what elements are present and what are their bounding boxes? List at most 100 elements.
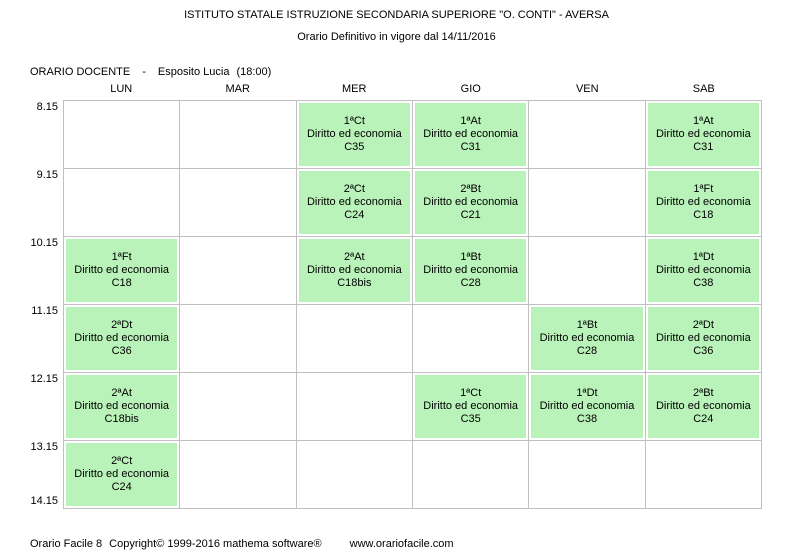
lesson-subject: Diritto ed economia [655, 128, 751, 140]
lesson-room: C18 [693, 209, 714, 221]
lesson-block: 1ªBt Diritto ed economia C28 [531, 307, 643, 370]
lesson-subject: Diritto ed economia [539, 400, 635, 412]
day-headers-row: LUN MAR MER GIO VEN SAB [63, 83, 762, 95]
lesson-block: 2ªAt Diritto ed economia C18bis [298, 239, 410, 302]
lesson-block: 1ªDt Diritto ed economia C38 [531, 375, 643, 438]
lesson-room: C36 [693, 345, 714, 357]
timetable-cell [413, 305, 530, 373]
timetable-cell: 1ªCt Diritto ed economia C35 [296, 101, 413, 169]
lesson-subject: Diritto ed economia [655, 264, 751, 276]
orario-docente-label: ORARIO DOCENTE [30, 66, 131, 78]
timetable-cell [180, 305, 297, 373]
lesson-class-name: 1ªCt [343, 115, 365, 127]
teacher-line: ORARIO DOCENTE - Esposito Lucia (18:00) [30, 66, 271, 78]
lesson-room: C21 [460, 209, 481, 221]
lesson-subject: Diritto ed economia [74, 468, 170, 480]
day-header-lun: LUN [110, 83, 133, 95]
timetable-cell: 2ªDt Diritto ed economia C36 [645, 305, 762, 373]
lesson-room: C35 [344, 141, 365, 153]
lesson-subject: Diritto ed economia [74, 264, 170, 276]
footer-copyright: Copyright© 1999-2016 mathema software® [109, 538, 322, 550]
footer: Orario Facile 8 Copyright© 1999-2016 math… [30, 538, 454, 550]
teacher-name: Esposito Lucia [157, 66, 230, 78]
lesson-class-name: 1ªFt [111, 251, 132, 263]
timetable-cell [296, 373, 413, 441]
lesson-subject: Diritto ed economia [306, 196, 402, 208]
day-header-sab: SAB [692, 83, 715, 95]
lesson-room: C38 [693, 277, 714, 289]
lesson-class-name: 2ªDt [111, 319, 133, 331]
lesson-room: C24 [693, 413, 714, 425]
timetable-cell: 2ªDt Diritto ed economia C36 [64, 305, 181, 373]
lesson-class-name: 2ªAt [111, 387, 132, 399]
timetable-cell [529, 169, 646, 237]
lesson-block: 2ªBt Diritto ed economia C24 [647, 375, 759, 438]
timetable-cell: 1ªCt Diritto ed economia C35 [413, 373, 530, 441]
lesson-class-name: 1ªFt [693, 183, 714, 195]
lesson-class-name: 2ªCt [111, 455, 133, 467]
schedule-subtitle: Orario Definitivo in vigore dal 14/11/20… [297, 31, 496, 43]
timetable-cell [296, 441, 413, 509]
separator-dash: - [142, 66, 146, 78]
lesson-room: C31 [460, 141, 481, 153]
lesson-block: 1ªDt Diritto ed economia C38 [647, 239, 759, 302]
lesson-room: C28 [576, 345, 598, 357]
timetable-cell [529, 237, 646, 305]
timetable-cell [64, 101, 181, 169]
time-label: 14.15 [30, 495, 58, 507]
lesson-block: 2ªCt Diritto ed economia C24 [66, 443, 178, 506]
lesson-subject: Diritto ed economia [655, 196, 751, 208]
lesson-class-name: 1ªBt [576, 319, 598, 331]
timetable-cell [180, 441, 297, 509]
lesson-room: C36 [111, 345, 132, 357]
lesson-block: 1ªFt Diritto ed economia C18 [66, 239, 178, 302]
timetable-cell: 2ªBt Diritto ed economia C24 [645, 373, 762, 441]
footer-website-url: www.orariofacile.com [349, 538, 454, 550]
timetable-cell: 1ªAt Diritto ed economia C31 [413, 101, 530, 169]
time-label: 11.15 [31, 305, 58, 317]
day-header-gio: GIO [460, 83, 481, 95]
lesson-subject: Diritto ed economia [74, 332, 170, 344]
lesson-block: 1ªBt Diritto ed economia C28 [415, 239, 527, 302]
lesson-block: 1ªAt Diritto ed economia C31 [415, 103, 527, 166]
lesson-room: C18 [111, 277, 132, 289]
timetable-cell [180, 169, 297, 237]
lesson-class-name: 2ªBt [460, 183, 481, 195]
lesson-class-name: 1ªDt [692, 251, 714, 263]
lesson-class-name: 1ªBt [460, 251, 481, 263]
time-label: 10.15 [30, 237, 58, 249]
day-header-mar: MAR [225, 83, 250, 95]
lesson-subject: Diritto ed economia [655, 332, 751, 344]
lesson-block: 2ªAt Diritto ed economia C18bis [66, 375, 178, 438]
lesson-class-name: 1ªAt [693, 115, 714, 127]
timetable-cell [296, 305, 413, 373]
lesson-room: C18bis [104, 413, 139, 425]
lesson-room: C24 [344, 209, 365, 221]
lesson-block: 2ªDt Diritto ed economia C36 [647, 307, 759, 370]
time-label: 8.15 [36, 101, 58, 113]
timetable-cell: 2ªCt Diritto ed economia C24 [64, 441, 181, 509]
timetable-cell: 2ªBt Diritto ed economia C21 [413, 169, 530, 237]
timetable-cell [413, 441, 530, 509]
time-label: 12.15 [30, 373, 58, 385]
timetable-cell [180, 237, 297, 305]
lesson-block: 2ªDt Diritto ed economia C36 [66, 307, 178, 370]
timetable-cell: 1ªBt Diritto ed economia C28 [529, 305, 646, 373]
timetable-cell: 2ªCt Diritto ed economia C24 [296, 169, 413, 237]
timetable-cell [645, 441, 762, 509]
timetable-cell [180, 373, 297, 441]
timetable-cell [529, 101, 646, 169]
lesson-subject: Diritto ed economia [423, 128, 519, 140]
timetable-cell: 1ªDt Diritto ed economia C38 [529, 373, 646, 441]
lesson-room: C18bis [337, 277, 372, 289]
lesson-subject: Diritto ed economia [74, 400, 170, 412]
lesson-class-name: 1ªDt [576, 387, 598, 399]
timetable-cell [64, 169, 181, 237]
lesson-room: C31 [693, 141, 714, 153]
timetable-cell: 1ªFt Diritto ed economia C18 [645, 169, 762, 237]
lesson-subject: Diritto ed economia [423, 196, 519, 208]
time-label: 13.15 [30, 441, 58, 453]
lesson-subject: Diritto ed economia [423, 264, 519, 276]
timetable-cell: 1ªBt Diritto ed economia C28 [413, 237, 530, 305]
